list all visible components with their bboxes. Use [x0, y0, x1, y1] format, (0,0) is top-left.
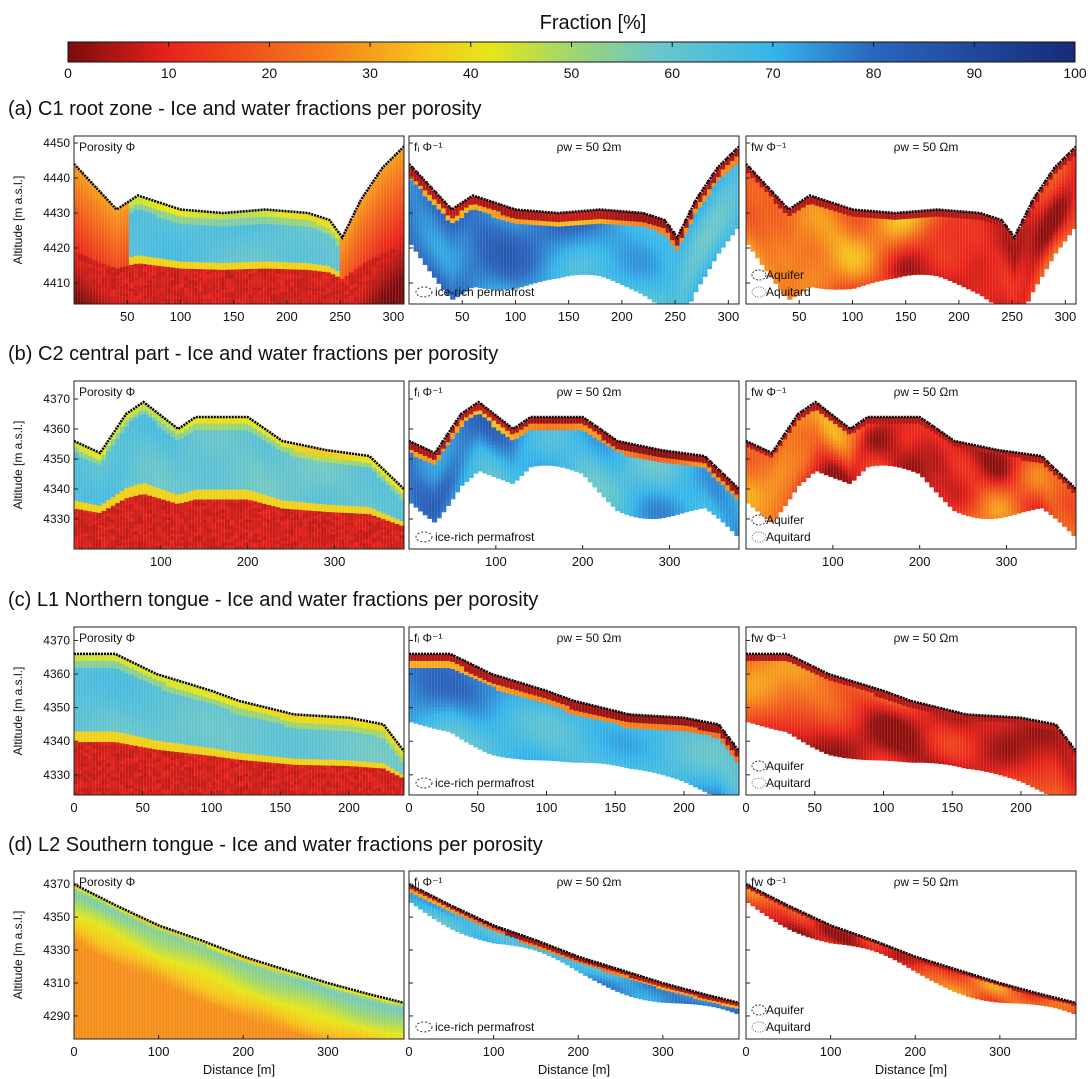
chart-rows: (a) C1 root zone - Ice and water fractio… — [8, 98, 1077, 1077]
x-tick-label: 250 — [329, 309, 351, 324]
surface-profile — [74, 145, 404, 240]
y-tick-label: 4430 — [43, 206, 70, 220]
x-tick-label: 50 — [120, 309, 134, 324]
colorbar-tick-label: 60 — [664, 65, 680, 81]
chart-row: (a) C1 root zone - Ice and water fractio… — [8, 98, 1077, 324]
panel-frame — [73, 135, 405, 305]
colorbar-tick-label: 40 — [463, 65, 479, 81]
y-tick-label: 4410 — [43, 276, 70, 290]
colorbar-tick-label: 90 — [967, 65, 983, 81]
y-tick-label: 4450 — [43, 136, 70, 150]
colorbar-tick-label: 20 — [262, 65, 278, 81]
colorbar-tick-label: 50 — [564, 65, 580, 81]
x-tick-label: 200 — [276, 309, 298, 324]
colorbar-tick-label: 70 — [765, 65, 781, 81]
colorbar: Fraction [%] 0 10 20 30 40 50 60 70 80 90 100 — [64, 12, 1087, 81]
x-tick-label: 150 — [223, 309, 245, 324]
x-tick-label: 300 — [383, 309, 405, 324]
y-axis-label: Altitude [m a.s.l.] — [11, 176, 25, 265]
y-tick-label: 4440 — [43, 171, 70, 185]
colorbar-tick-label: 80 — [866, 65, 882, 81]
colorbar-ticks: 0 10 20 30 40 50 60 70 80 90 100 — [64, 42, 1087, 81]
cell-texture — [74, 136, 404, 304]
colorbar-title: Fraction [%] — [540, 12, 647, 34]
panel-label: Porosity Φ — [79, 140, 135, 154]
y-tick-label: 4420 — [43, 241, 70, 255]
colorbar-tick-label: 30 — [362, 65, 378, 81]
colorbar-tick-label: 0 — [64, 65, 72, 81]
row-title: (a) C1 root zone - Ice and water fractio… — [8, 98, 482, 120]
section-panel: 4410 4420 4430 4440 4450 50 100 150 200 250 300 Por… — [43, 135, 405, 324]
x-tick-label: 100 — [170, 309, 192, 324]
colorbar-tick-label: 100 — [1063, 65, 1087, 81]
colorbar-tick-label: 10 — [161, 65, 177, 81]
